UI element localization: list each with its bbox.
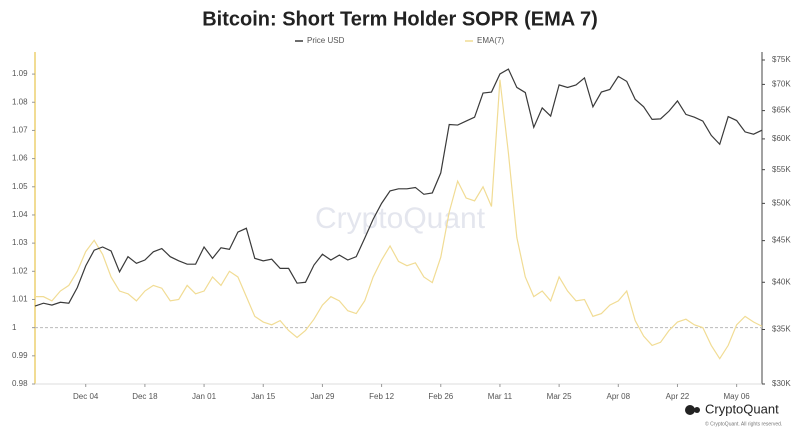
- y-tick-label: 0.99: [12, 351, 28, 360]
- x-tick-label: Apr 22: [666, 392, 690, 401]
- y2-tick-label: $30K: [772, 379, 791, 388]
- x-tick-label: Jan 29: [310, 392, 335, 401]
- copyright: © CryptoQuant. All rights reserved.: [705, 420, 782, 427]
- y-tick-label: 1.07: [12, 126, 28, 135]
- y2-tick-label: $50K: [772, 198, 791, 207]
- brand-name: CryptoQuant: [705, 401, 779, 416]
- y-tick-label: 1: [12, 323, 17, 332]
- y2-tick-label: $60K: [772, 134, 791, 143]
- x-tick-label: Dec 04: [73, 392, 99, 401]
- y2-tick-label: $70K: [772, 80, 791, 89]
- x-tick-label: Mar 11: [488, 392, 513, 401]
- y-tick-label: 1.01: [12, 295, 28, 304]
- line-series: [34, 68, 763, 307]
- y2-tick-label: $55K: [772, 165, 791, 174]
- y-tick-label: 1.03: [12, 238, 28, 247]
- x-tick-label: Dec 18: [132, 392, 158, 401]
- x-tick-label: Apr 08: [607, 392, 631, 401]
- legend-label: EMA(7): [477, 36, 504, 45]
- y-tick-label: 1.04: [12, 210, 28, 219]
- watermark: CryptoQuant: [315, 202, 486, 235]
- x-tick-label: Jan 15: [251, 392, 276, 401]
- y-tick-label: 0.98: [12, 379, 28, 388]
- brand-logo: [685, 405, 700, 415]
- y2-tick-label: $40K: [772, 277, 791, 286]
- logo-icon: [694, 407, 700, 413]
- x-tick-label: May 06: [724, 392, 751, 401]
- y-tick-label: 1.09: [12, 69, 28, 78]
- y-tick-label: 1.06: [12, 154, 28, 163]
- x-tick-label: Feb 26: [428, 392, 453, 401]
- x-tick-label: Jan 01: [192, 392, 217, 401]
- y2-tick-label: $75K: [772, 55, 791, 64]
- y2-tick-label: $35K: [772, 325, 791, 334]
- y2-tick-label: $65K: [772, 106, 791, 115]
- line-series: [35, 79, 763, 360]
- x-tick-label: Feb 12: [369, 392, 394, 401]
- y-tick-label: 1.02: [12, 266, 28, 275]
- logo-icon: [685, 405, 695, 415]
- x-tick-label: Mar 25: [547, 392, 572, 401]
- y-tick-label: 1.05: [12, 182, 28, 191]
- chart-title: Bitcoin: Short Term Holder SOPR (EMA 7): [202, 8, 598, 30]
- y-tick-label: 1.08: [12, 97, 28, 106]
- y2-tick-label: $45K: [772, 236, 791, 245]
- legend-label: Price USD: [307, 36, 345, 45]
